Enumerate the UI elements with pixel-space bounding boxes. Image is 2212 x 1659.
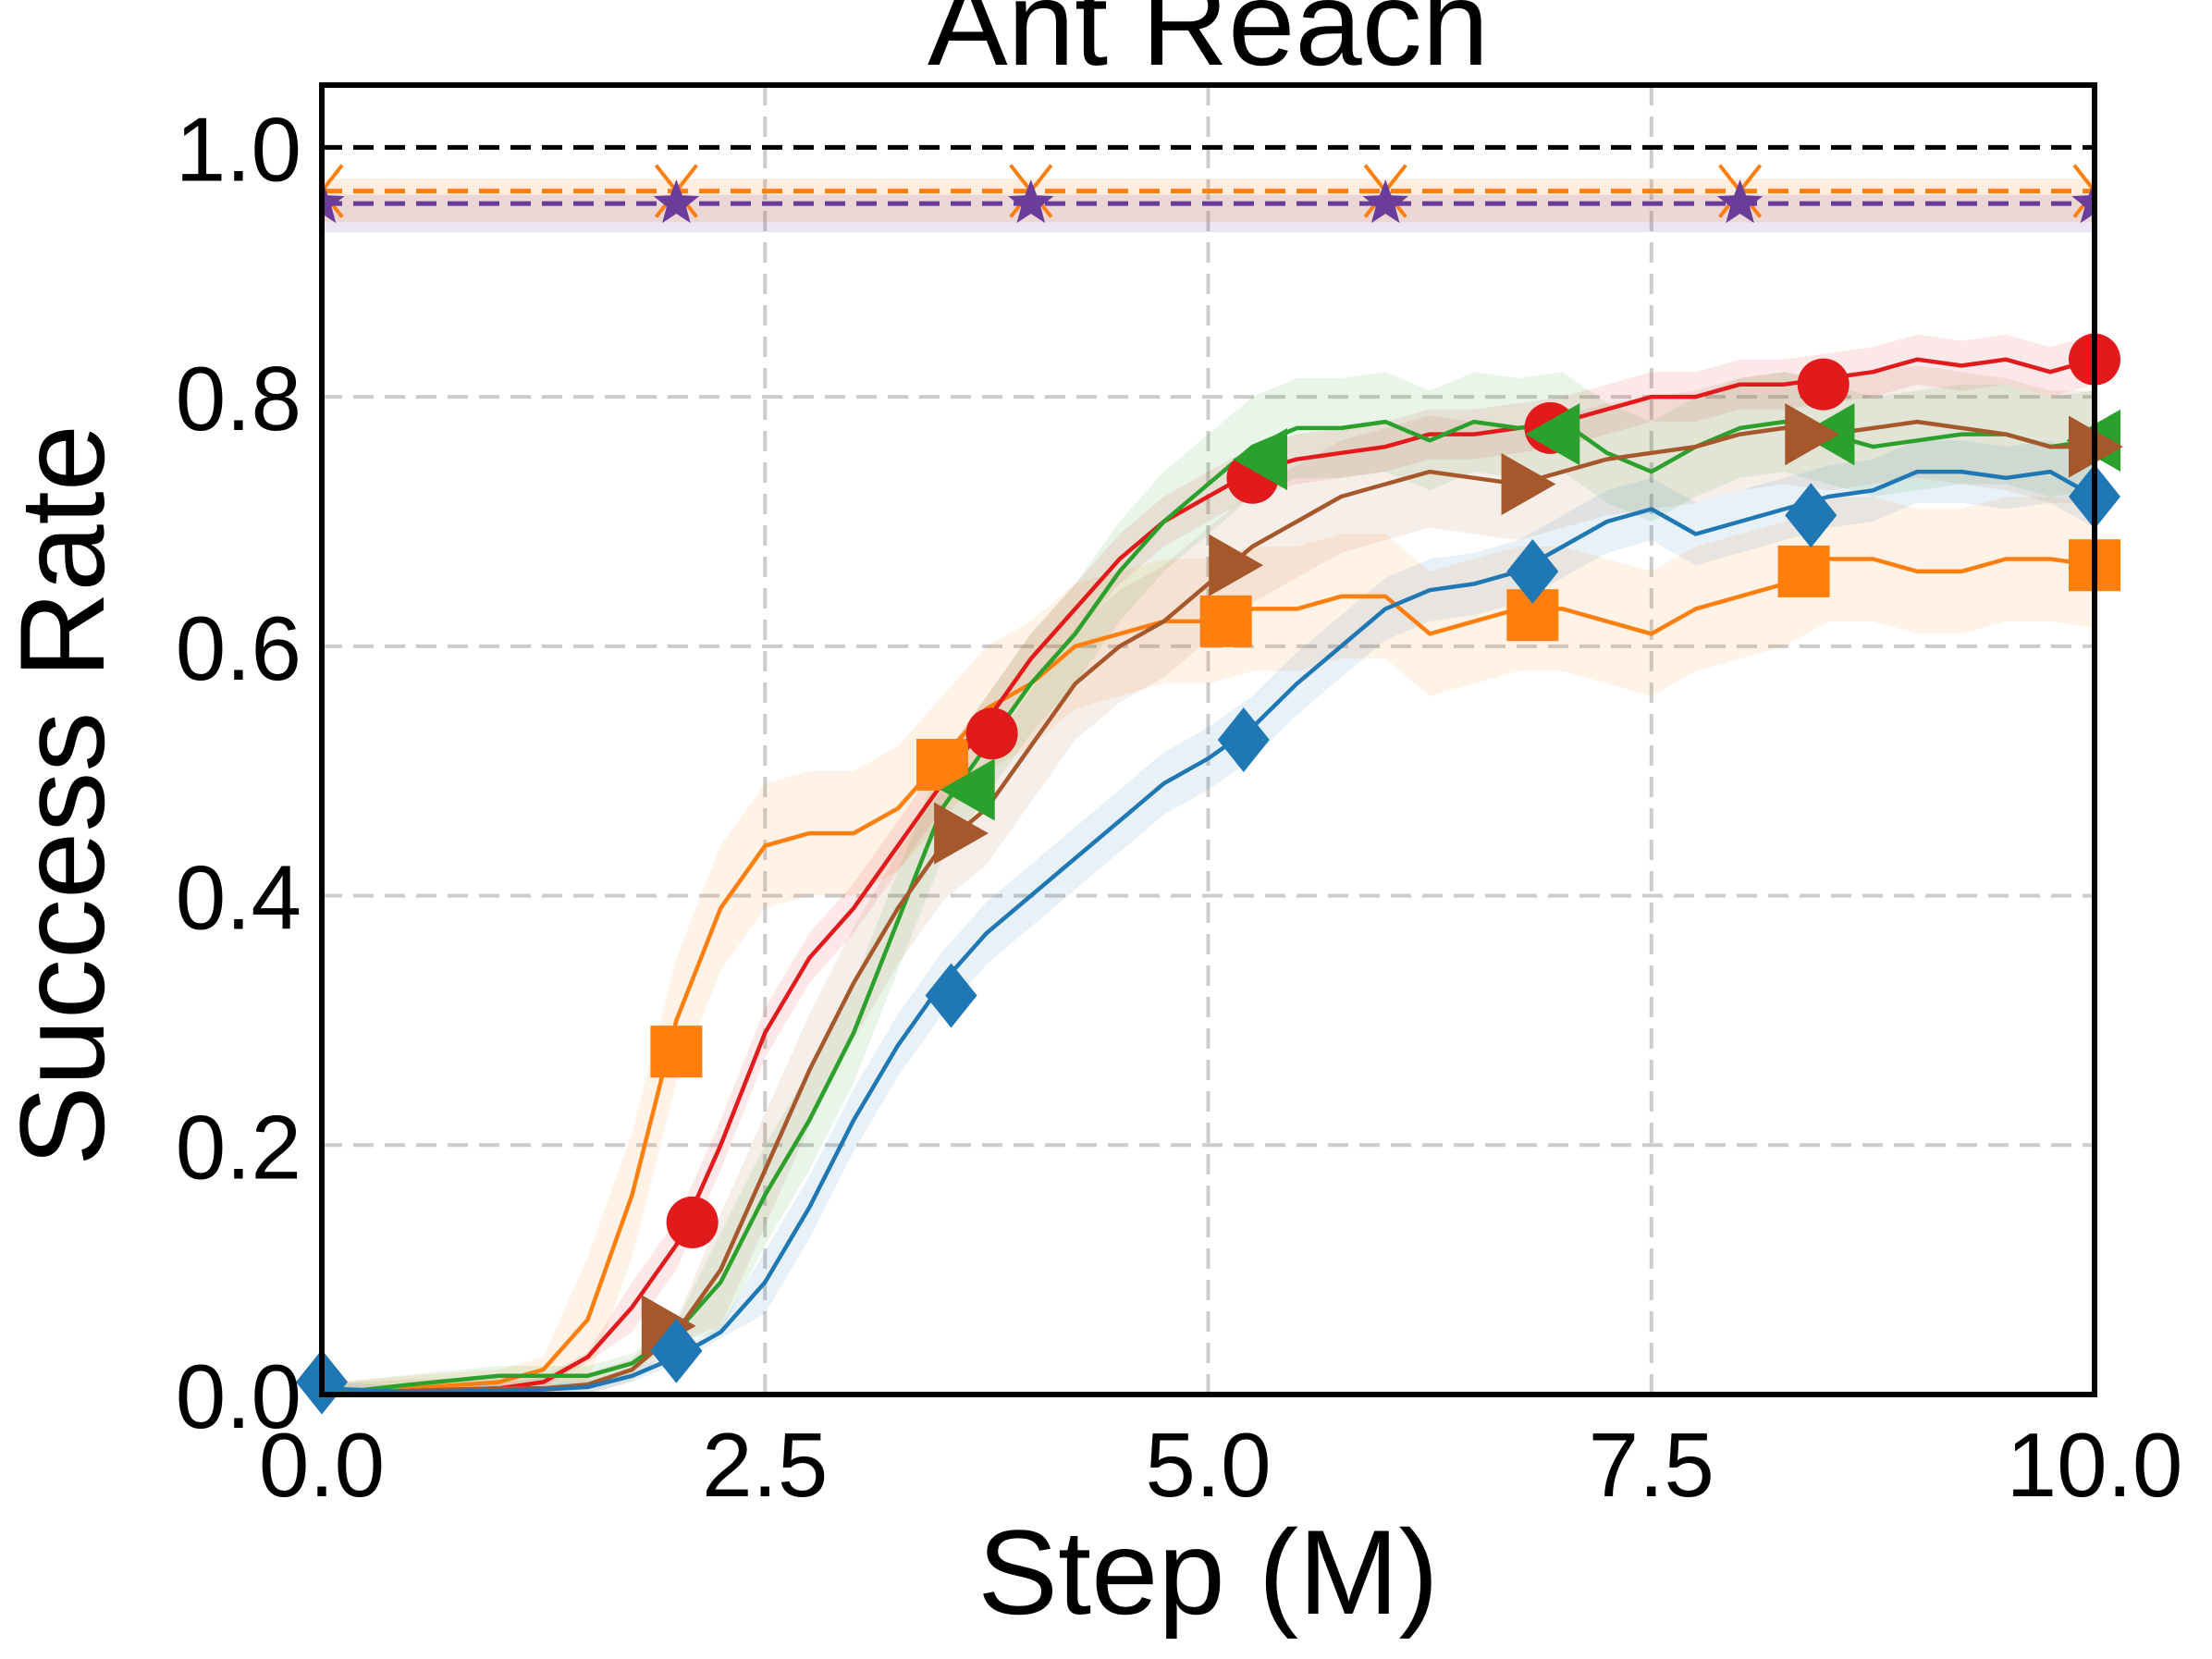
orange-square-band [322,497,2095,1395]
blue-diamond-marker [925,963,977,1028]
y-tick-label: 0.8 [176,348,301,449]
purple-baseline-marker [1362,179,1408,224]
blue-diamond-marker [1506,538,1559,604]
chart-title: Ant Reach [928,0,1489,91]
orange-baseline-marker-stroke [322,188,344,218]
red-circle-marker [965,707,1018,760]
brown-right-triangle-marker [1209,534,1264,596]
green-left-triangle-marker [1525,403,1580,466]
red-circle-marker [1797,358,1849,411]
blue-diamond-marker [1217,707,1270,772]
purple-baseline-marker [653,179,700,224]
orange-square-marker [1199,595,1252,647]
x-tick-label: 5.0 [1145,1414,1271,1516]
x-tick-label: 0.0 [259,1414,385,1516]
orange-baseline-marker-stroke [2072,188,2095,218]
y-axis-label: Success Rate [0,424,129,1166]
blue-diamond-marker [1785,483,1837,548]
purple-baseline-band [322,194,2095,233]
orange-square-marker [1777,545,1830,597]
orange-square-marker [650,1026,703,1078]
y-tick-label: 1.0 [176,98,301,200]
orange-baseline-marker-stroke [322,164,344,194]
y-tick-label: 0.0 [176,1346,301,1447]
brown-right-triangle-marker [1501,452,1556,516]
reference-lines [322,144,2095,224]
blue-diamond-marker [650,1318,703,1383]
confidence-bands [322,178,2095,1395]
y-tick-label: 0.2 [176,1096,301,1198]
red-circle-marker [666,1196,719,1248]
orange-baseline-band [322,178,2095,223]
x-tick-label: 2.5 [702,1414,828,1516]
green-left-triangle-band [322,372,2095,1395]
x-tick-label: 10.0 [2007,1414,2183,1516]
green-left-triangle-marker [940,758,995,821]
x-tick-label: 7.5 [1589,1414,1714,1516]
orange-baseline-marker-stroke [2072,164,2095,194]
y-tick-label: 0.4 [176,847,301,949]
plot-frame [319,82,2097,1397]
brown-right-triangle-marker [641,1295,696,1358]
purple-baseline-marker [2071,179,2095,224]
orange-baseline-marker [322,164,344,218]
green-left-triangle-marker [1233,427,1288,491]
y-tick-label: 0.6 [176,597,301,699]
brown-right-triangle-marker [934,802,989,865]
purple-baseline-marker [1008,179,1054,224]
purple-baseline-marker [322,179,345,224]
brown-right-triangle-band [322,365,2095,1395]
purple-baseline-marker [1716,179,1763,224]
y-tick-labels: 0.0 0.2 0.4 0.6 0.8 1.0 [176,98,301,1447]
x-axis-label: Step (M) [977,1505,1438,1640]
orange-baseline-marker [2072,164,2095,218]
brown-right-triangle-marker [1785,403,1840,466]
x-tick-labels: 0.0 2.5 5.0 7.5 10.0 [259,1414,2182,1516]
